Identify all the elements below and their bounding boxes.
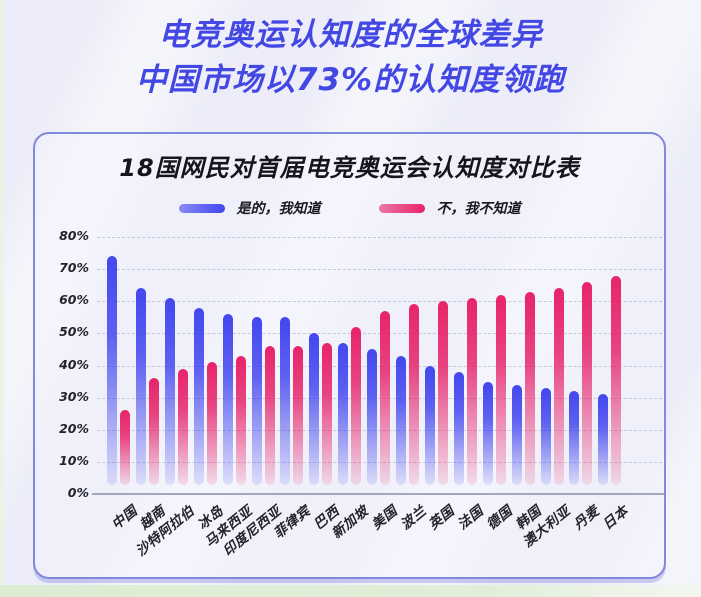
gridline-10% — [97, 461, 662, 463]
poster-title-line2: 中国市场以73%的认知度领跑 — [135, 62, 566, 98]
bar-yes-丹麦 — [569, 391, 580, 485]
bar-no-法国 — [466, 298, 477, 485]
bar-no-澳大利亚 — [553, 288, 564, 485]
bar-yes-波兰 — [396, 355, 406, 485]
gridline-60% — [97, 301, 662, 303]
bottom-green-band — [0, 585, 701, 597]
bar-no-中国 — [120, 410, 130, 485]
legend-swatch-yes — [178, 203, 225, 213]
y-tick-30%: 30% — [59, 388, 89, 404]
legend-label-no: 不，我不知道 — [436, 201, 521, 217]
bar-no-越南 — [148, 378, 159, 485]
bar-no-印度尼西亚 — [264, 346, 275, 485]
plot-area: 中国 越南 沙特阿拉伯 冰岛 马来西亚 印度尼西亚 菲律宾 巴西 新加坡 美国 波兰 英国 法国 德国 韩国… — [59, 228, 664, 560]
chart-card: 18国网民对首届电竞奥运会认知度对比表 是的，我知道 不，我不知道 中国 越南 沙特… — [33, 132, 666, 579]
y-tick-10%: 10% — [59, 452, 89, 468]
bar-no-马来西亚 — [235, 355, 246, 485]
y-tick-60%: 60% — [59, 292, 89, 308]
bar-no-美国 — [380, 310, 391, 485]
gridline-70% — [97, 269, 662, 271]
bar-yes-越南 — [135, 288, 146, 485]
left-edge-sliver — [0, 0, 4, 585]
bar-no-丹麦 — [582, 281, 593, 485]
y-tick-0%: 0% — [67, 485, 89, 500]
bar-yes-德国 — [482, 381, 493, 485]
y-tick-70%: 70% — [59, 260, 89, 276]
legend-label-yes: 是的，我知道 — [236, 201, 321, 217]
bar-no-英国 — [437, 301, 448, 485]
x-label-日本: 日本 — [599, 503, 632, 534]
x-label-沙特阿拉伯: 沙特阿拉伯 — [133, 503, 198, 560]
bar-no-菲律宾 — [293, 346, 304, 485]
bar-no-德国 — [495, 294, 506, 485]
y-tick-20%: 20% — [59, 420, 89, 436]
gridline-20% — [97, 429, 662, 431]
bar-yes-日本 — [598, 394, 609, 485]
bar-yes-新加坡 — [338, 343, 349, 485]
bar-yes-澳大利亚 — [540, 388, 551, 485]
bar-yes-法国 — [453, 371, 464, 485]
chart-title: 18国网民对首届电竞奥运会认知度对比表 — [119, 154, 580, 182]
poster-title: 电竞奥运认知度的全球差异 中国市场以73%的认知度领跑 — [0, 13, 701, 103]
x-axis-line — [92, 493, 664, 495]
bar-no-新加坡 — [351, 326, 362, 485]
y-tick-50%: 50% — [59, 324, 89, 340]
bar-yes-巴西 — [309, 333, 320, 485]
bar-yes-韩国 — [511, 384, 522, 485]
poster-title-line1: 电竞奥运认知度的全球差异 — [158, 17, 543, 53]
bar-yes-菲律宾 — [280, 317, 291, 485]
legend-item-no: 不，我不知道 — [378, 198, 521, 218]
bar-yes-冰岛 — [193, 307, 204, 485]
bar-no-巴西 — [322, 343, 333, 485]
bar-no-冰岛 — [206, 362, 217, 485]
y-tick-40%: 40% — [59, 356, 89, 372]
legend-item-yes: 是的，我知道 — [178, 198, 321, 218]
y-tick-80%: 80% — [59, 228, 89, 243]
bar-no-沙特阿拉伯 — [177, 368, 188, 485]
bar-yes-美国 — [367, 349, 378, 485]
gridline-30% — [97, 397, 662, 399]
x-axis-labels: 中国 越南 沙特阿拉伯 冰岛 马来西亚 印度尼西亚 菲律宾 巴西 新加坡 美国 波兰 英国 法国 德国 韩国… — [97, 500, 662, 590]
bar-yes-英国 — [424, 365, 435, 485]
gridline-50% — [97, 333, 662, 335]
legend-swatch-no — [378, 203, 425, 213]
bar-no-日本 — [611, 275, 622, 485]
chart-legend: 是的，我知道 不，我不知道 — [35, 198, 664, 218]
bar-yes-沙特阿拉伯 — [164, 298, 175, 485]
bar-no-波兰 — [409, 304, 419, 485]
gridline-80% — [97, 237, 662, 238]
bar-yes-马来西亚 — [222, 314, 233, 485]
bar-yes-中国 — [107, 256, 117, 485]
bar-yes-印度尼西亚 — [251, 317, 262, 485]
bar-no-韩国 — [524, 291, 535, 485]
gridline-40% — [97, 365, 662, 367]
